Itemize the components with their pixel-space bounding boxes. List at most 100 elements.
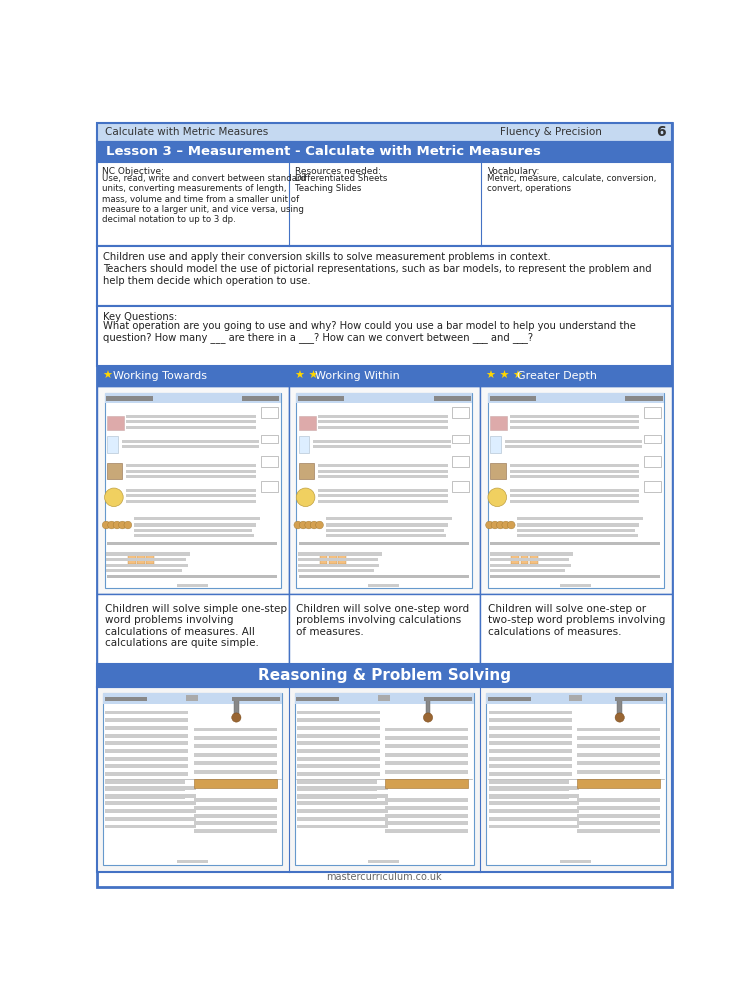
Bar bbox=[510, 420, 639, 423]
Bar bbox=[105, 718, 188, 722]
Bar bbox=[490, 569, 566, 572]
Bar bbox=[234, 698, 238, 716]
Circle shape bbox=[102, 521, 110, 529]
Text: Lesson 3 – Measurement - Calculate with Metric Measures: Lesson 3 – Measurement - Calculate with … bbox=[106, 145, 541, 158]
Text: Greater Depth: Greater Depth bbox=[517, 371, 597, 381]
Bar bbox=[518, 534, 638, 537]
Bar bbox=[105, 764, 188, 768]
Bar bbox=[489, 726, 572, 730]
Text: Children will solve one-step or
two-step word problems involving
calculations of: Children will solve one-step or two-step… bbox=[488, 604, 665, 637]
Bar bbox=[298, 436, 310, 453]
Bar bbox=[452, 481, 470, 492]
Bar bbox=[489, 780, 568, 784]
Bar bbox=[512, 554, 519, 564]
Bar bbox=[490, 564, 571, 567]
Bar bbox=[569, 695, 582, 701]
Bar bbox=[298, 542, 469, 545]
Bar bbox=[386, 821, 468, 825]
Bar bbox=[297, 749, 380, 753]
Bar bbox=[194, 744, 277, 748]
Text: Use, read, write and convert between standard
units, converting measurements of : Use, read, write and convert between sta… bbox=[101, 174, 305, 225]
Bar bbox=[126, 475, 256, 478]
Bar bbox=[297, 809, 388, 813]
Bar bbox=[97, 123, 672, 142]
Circle shape bbox=[299, 521, 307, 529]
Bar bbox=[107, 575, 277, 578]
Bar bbox=[577, 806, 660, 810]
Bar bbox=[577, 728, 660, 731]
Bar bbox=[505, 440, 643, 443]
Bar bbox=[530, 554, 538, 564]
Bar bbox=[480, 386, 672, 594]
Bar bbox=[577, 770, 660, 774]
Text: ★: ★ bbox=[103, 371, 116, 381]
Bar bbox=[489, 718, 572, 722]
Bar bbox=[577, 761, 660, 765]
Bar bbox=[510, 470, 639, 473]
Bar bbox=[490, 436, 501, 453]
Bar bbox=[452, 456, 470, 467]
Text: Differentiated Sheets
Teaching Slides: Differentiated Sheets Teaching Slides bbox=[296, 174, 388, 193]
Bar bbox=[298, 564, 380, 567]
Bar bbox=[577, 753, 660, 757]
Bar bbox=[297, 726, 380, 730]
Bar bbox=[386, 798, 468, 802]
Bar bbox=[452, 435, 470, 443]
Bar bbox=[489, 801, 580, 805]
Bar bbox=[289, 594, 480, 664]
Bar bbox=[107, 463, 122, 479]
Bar bbox=[298, 416, 316, 430]
Bar bbox=[105, 757, 188, 761]
Text: Calculate with Metric Measures: Calculate with Metric Measures bbox=[104, 127, 268, 137]
Circle shape bbox=[296, 488, 315, 507]
Bar bbox=[489, 817, 580, 821]
Bar bbox=[105, 801, 196, 805]
Bar bbox=[326, 523, 448, 527]
Bar bbox=[106, 552, 190, 556]
Bar bbox=[122, 445, 259, 448]
Text: Children use and apply their conversion skills to solve measurement problems in : Children use and apply their conversion … bbox=[103, 252, 652, 286]
Bar bbox=[452, 407, 470, 418]
Bar bbox=[326, 529, 444, 532]
Bar bbox=[386, 779, 468, 788]
Bar bbox=[489, 794, 580, 798]
Bar bbox=[577, 744, 660, 748]
Bar bbox=[297, 825, 388, 828]
Bar bbox=[97, 594, 289, 664]
Bar bbox=[296, 393, 472, 588]
Text: Key Questions:: Key Questions: bbox=[103, 312, 177, 322]
Text: Metric, measure, calculate, conversion,
convert, operations: Metric, measure, calculate, conversion, … bbox=[488, 174, 657, 193]
Text: ★ ★ ★: ★ ★ ★ bbox=[487, 371, 527, 381]
Bar bbox=[489, 786, 580, 790]
Bar bbox=[433, 396, 471, 401]
Bar bbox=[577, 821, 660, 825]
Bar bbox=[318, 489, 448, 492]
Bar bbox=[97, 162, 672, 246]
Bar bbox=[106, 564, 188, 567]
Bar bbox=[295, 693, 474, 865]
Bar bbox=[490, 396, 536, 401]
Bar bbox=[297, 786, 388, 790]
Bar bbox=[617, 698, 622, 716]
Bar bbox=[126, 470, 256, 473]
Bar bbox=[490, 558, 569, 561]
Bar bbox=[644, 435, 661, 443]
Bar bbox=[318, 475, 448, 478]
Text: Fluency & Precision: Fluency & Precision bbox=[500, 127, 602, 137]
Bar bbox=[338, 554, 346, 564]
Bar bbox=[297, 764, 380, 768]
Text: NC Objective:: NC Objective: bbox=[101, 167, 164, 176]
Bar bbox=[106, 558, 186, 561]
Text: ★ ★: ★ ★ bbox=[295, 371, 322, 381]
Text: mastercurriculum.co.uk: mastercurriculum.co.uk bbox=[326, 872, 442, 882]
Bar bbox=[297, 718, 380, 722]
Bar bbox=[296, 697, 339, 701]
Bar bbox=[318, 426, 448, 429]
Circle shape bbox=[118, 521, 126, 529]
Bar bbox=[490, 552, 573, 556]
Circle shape bbox=[316, 521, 323, 529]
Circle shape bbox=[424, 713, 433, 722]
Bar bbox=[489, 764, 572, 768]
Bar bbox=[261, 481, 278, 492]
Bar bbox=[487, 693, 666, 704]
